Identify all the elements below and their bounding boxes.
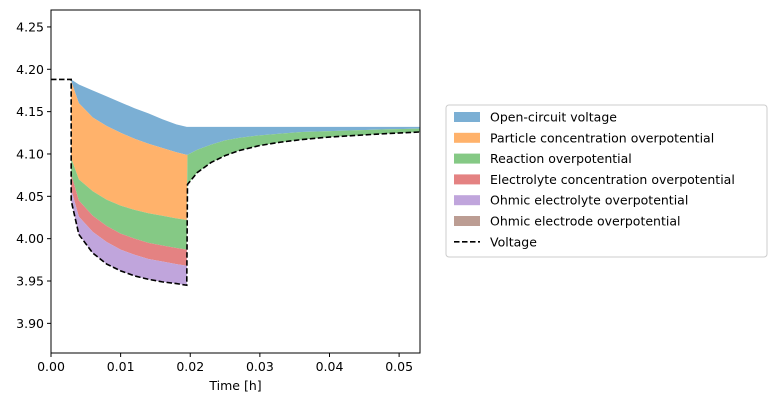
legend-swatch-electrolyte-concentration-overpotential [454,174,480,185]
y-tick-label: 4.00 [16,231,44,246]
x-axis: 0.00 0.01 0.02 0.03 0.04 0.05 [37,353,413,374]
legend-label-reaction-overpotential: Reaction overpotential [490,151,632,166]
y-tick-label: 4.25 [16,19,44,34]
x-tick-label: 0.02 [176,359,204,374]
legend-label-voltage: Voltage [490,234,537,249]
legend-label-electrolyte-concentration-overpotential: Electrolyte concentration overpotential [490,172,735,187]
legend-swatch-ohmic-electrolyte-overpotential [454,195,480,206]
area-open-circuit-voltage [71,79,420,155]
voltage-line [51,78,420,287]
area-reaction-overpotential [71,128,420,250]
legend-label-ohmic-electrode-overpotential: Ohmic electrode overpotential [490,214,680,229]
plot-frame [50,9,421,354]
x-tick-label: 0.05 [385,359,413,374]
legend: Open-circuit voltage Particle concentrati… [445,104,768,258]
y-tick-label: 4.15 [16,104,44,119]
legend-label-particle-concentration-overpotential: Particle concentration overpotential [490,130,714,145]
y-tick-label: 4.20 [16,62,44,77]
voltage-layer [51,78,420,287]
legend-swatch-ohmic-electrode-overpotential [454,216,480,226]
x-tick-label: 0.04 [316,359,344,374]
x-tick-label: 0.00 [37,359,65,374]
legend-label-ohmic-electrolyte-overpotential: Ohmic electrolyte overpotential [490,193,688,208]
legend-frame [445,104,768,258]
y-tick-label: 4.10 [16,146,44,161]
legend-swatch-reaction-overpotential [454,153,480,164]
area-layer [71,79,420,286]
y-tick-label: 4.05 [16,189,44,204]
legend-swatch-particle-concentration-overpotential [454,132,480,143]
area-particle-concentration-overpotential [71,81,420,221]
y-tick-label: 3.95 [16,274,44,289]
y-axis: 3.90 3.95 4.00 4.05 4.10 4.15 4.20 4.25 [16,19,51,331]
x-tick-label: 0.01 [107,359,135,374]
x-tick-label: 0.03 [246,359,274,374]
x-axis-label: Time [h] [208,378,261,393]
legend-label-open-circuit-voltage: Open-circuit voltage [490,110,617,125]
legend-swatch-open-circuit-voltage [454,112,480,122]
y-tick-label: 3.90 [16,316,44,331]
